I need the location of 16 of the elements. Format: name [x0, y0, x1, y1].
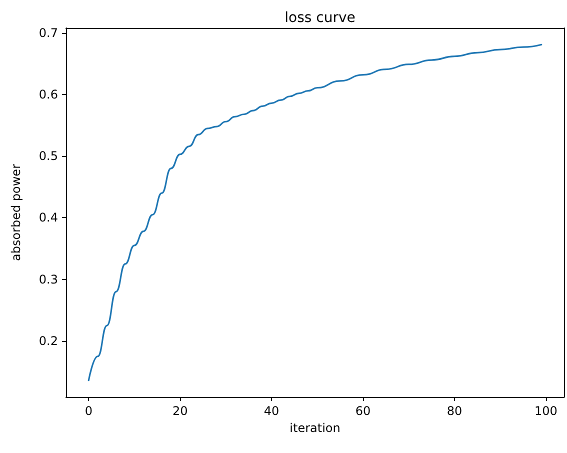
x-axis-title: iteration: [290, 420, 340, 435]
x-tick-label: 60: [355, 404, 371, 418]
y-tick-label: 0.7: [38, 26, 58, 40]
y-axis-title: absorbed power: [9, 164, 23, 262]
y-tick-label: 0.3: [38, 272, 58, 286]
line-series: [88, 44, 542, 382]
y-tick-label: 0.2: [38, 334, 58, 348]
y-tick-label: 0.5: [38, 149, 58, 164]
chart-title: loss curve: [284, 10, 356, 26]
y-tick-label: 0.4: [38, 210, 58, 225]
x-tick-label: 40: [264, 404, 280, 418]
y-tick-label: 0.6: [38, 88, 58, 102]
x-tick-label: 100: [534, 404, 558, 418]
x-tick-label: 0: [84, 404, 92, 418]
x-tick-label: 20: [172, 404, 188, 418]
x-tick-label: 80: [446, 404, 462, 418]
